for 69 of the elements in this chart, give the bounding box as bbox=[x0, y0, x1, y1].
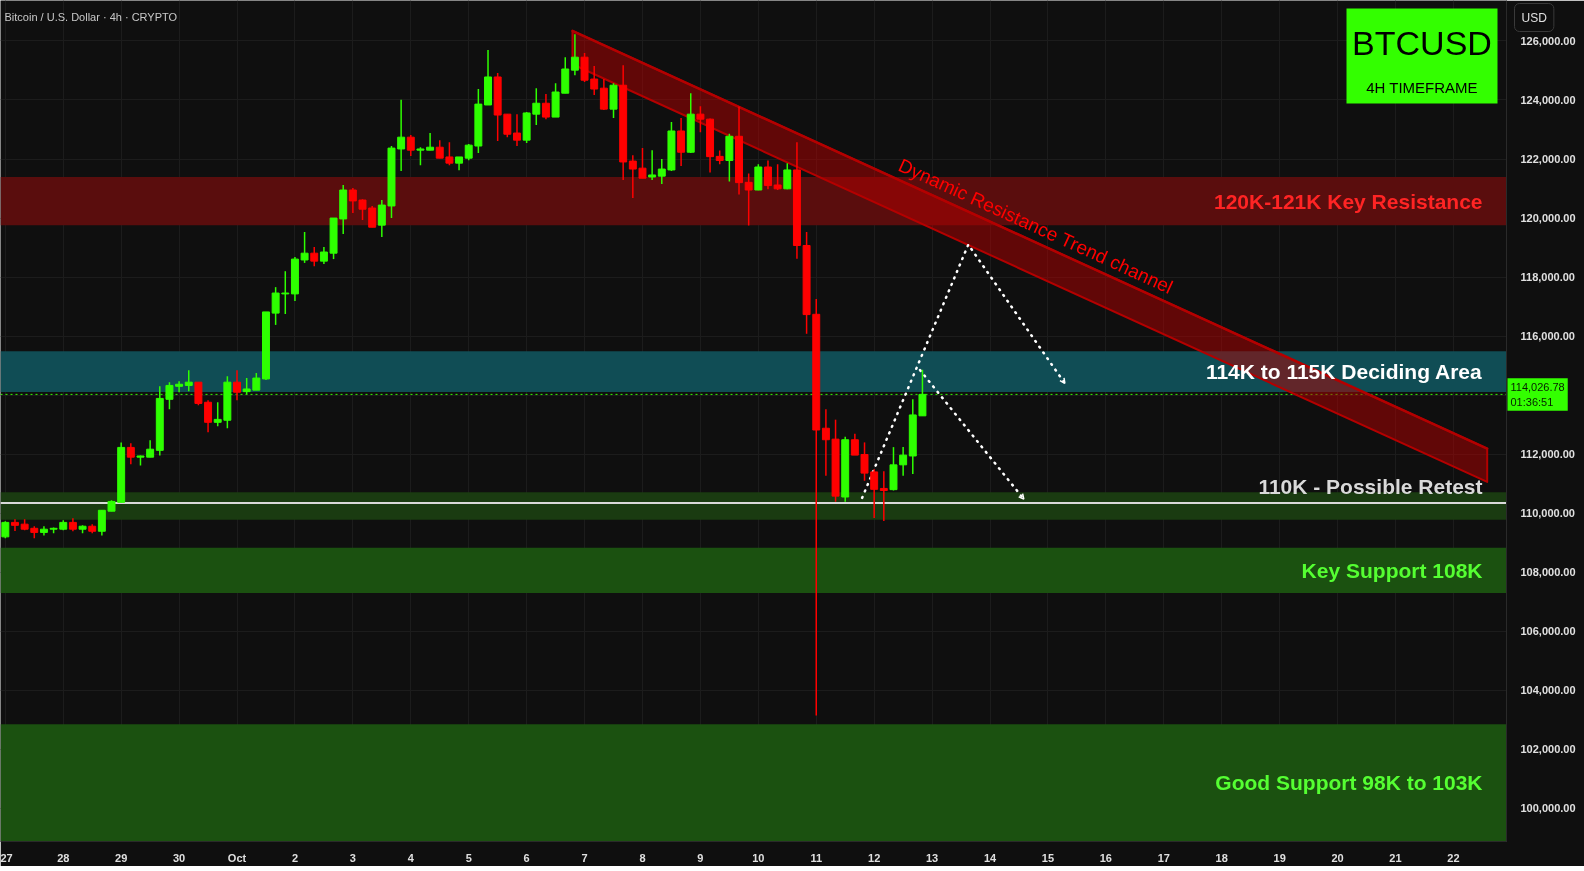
candlestick bbox=[233, 369, 241, 401]
x-tick-label: 15 bbox=[1041, 851, 1055, 864]
candlestick bbox=[184, 369, 193, 393]
y-tick-label: 118,000.00 bbox=[1520, 271, 1575, 284]
candlestick bbox=[609, 82, 618, 119]
x-tick-label: 16 bbox=[1099, 851, 1112, 864]
x-tick-label: 3 bbox=[349, 851, 356, 864]
y-tick-label: 102,000.00 bbox=[1520, 743, 1576, 756]
candlestick bbox=[696, 105, 705, 133]
y-tick-label: 116,000.00 bbox=[1520, 330, 1575, 343]
text: BTCUSD bbox=[1352, 23, 1492, 62]
candlestick bbox=[126, 442, 135, 465]
y-tick-label: 112,000.00 bbox=[1520, 448, 1575, 461]
x-tick-label: 27 bbox=[0, 851, 13, 864]
x-tick-label: 10 bbox=[752, 851, 765, 864]
x-tick-label: 14 bbox=[983, 851, 998, 864]
x-tick-label: 18 bbox=[1215, 851, 1228, 864]
band-label: 120K-121K Key Resistance bbox=[1214, 189, 1483, 213]
candlestick bbox=[744, 172, 753, 227]
y-tick-label: 120,000.00 bbox=[1520, 212, 1576, 225]
x-tick-label: 4 bbox=[407, 851, 415, 864]
x-tick-label: Oct bbox=[227, 851, 247, 864]
candlestick bbox=[879, 470, 888, 522]
candlestick bbox=[899, 446, 908, 477]
candlestick bbox=[513, 113, 521, 147]
candlestick bbox=[541, 93, 550, 120]
x-tick-label: 30 bbox=[172, 851, 186, 864]
y-tick-label: 108,000.00 bbox=[1520, 566, 1576, 579]
candlestick bbox=[406, 134, 415, 157]
y-tick-label: 122,000.00 bbox=[1520, 153, 1576, 166]
ref-line-label: 114,026.78 01:36:51 bbox=[1510, 381, 1565, 408]
candlestick bbox=[773, 163, 782, 191]
x-tick-label: 22 bbox=[1447, 851, 1460, 864]
x-tick-label: 7 bbox=[581, 851, 588, 864]
y-axis-title: USD bbox=[1521, 10, 1548, 25]
text: 4H TIMEFRAME bbox=[1366, 79, 1478, 96]
x-tick-label: 28 bbox=[57, 851, 70, 864]
candlestick bbox=[764, 159, 772, 190]
x-tick-label: 9 bbox=[697, 851, 704, 864]
candlestick bbox=[648, 149, 657, 181]
candlestick bbox=[783, 162, 792, 190]
candlestick bbox=[310, 246, 319, 267]
x-tick-label: 17 bbox=[1157, 851, 1170, 864]
band-label: Good Support 98K to 103K bbox=[1215, 771, 1483, 795]
y-tick-label: 110,000.00 bbox=[1520, 507, 1575, 520]
x-tick-label: 19 bbox=[1273, 851, 1286, 864]
y-tick-label: 106,000.00 bbox=[1520, 625, 1576, 638]
band-label: Key Support 108K bbox=[1301, 558, 1483, 582]
x-tick-label: 2 bbox=[291, 851, 299, 864]
x-tick-label: 21 bbox=[1389, 851, 1402, 864]
x-tick-label: 12 bbox=[868, 851, 881, 864]
ref-line-label: 110K - Possible Retest bbox=[1258, 474, 1483, 498]
x-tick-label: 8 bbox=[639, 851, 646, 864]
x-tick-label: 20 bbox=[1331, 851, 1344, 864]
x-tick-label: 11 bbox=[810, 851, 823, 864]
band-label: 114K to 115K Deciding Area bbox=[1205, 360, 1483, 384]
x-tick-label: 6 bbox=[523, 851, 530, 864]
y-tick-label: 104,000.00 bbox=[1520, 684, 1576, 697]
candlestick bbox=[570, 33, 579, 76]
candlestick bbox=[754, 163, 763, 192]
candlestick bbox=[599, 78, 608, 111]
annotation: Bitcoin / U.S. Dollar · 4h · CRYPTO bbox=[4, 10, 178, 23]
x-tick-label: 5 bbox=[465, 851, 472, 864]
candlestick bbox=[677, 117, 686, 167]
x-tick-label: 29 bbox=[115, 851, 128, 864]
y-tick-label: 124,000.00 bbox=[1520, 93, 1576, 106]
y-tick-label: 126,000.00 bbox=[1520, 34, 1576, 47]
x-tick-label: 13 bbox=[925, 851, 939, 864]
y-tick-label: 100,000.00 bbox=[1520, 802, 1576, 815]
